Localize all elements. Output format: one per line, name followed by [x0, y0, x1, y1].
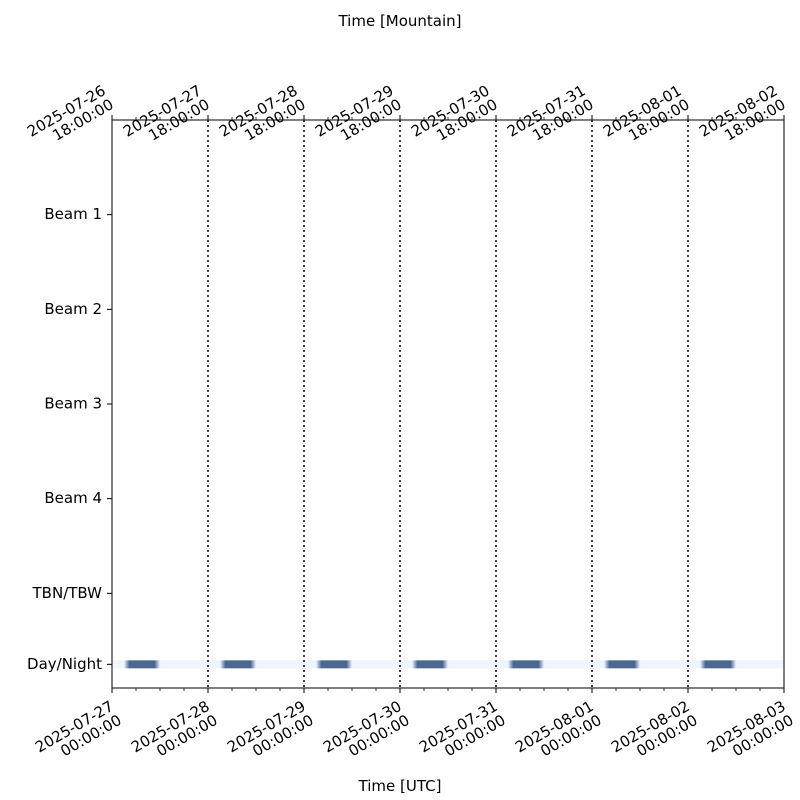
- y-tick-label: TBN/TBW: [32, 584, 103, 602]
- x-axis-label: Time [UTC]: [358, 777, 442, 795]
- y-tick-label: Beam 3: [44, 395, 102, 413]
- night-bar: [604, 660, 640, 669]
- night-bar: [124, 660, 160, 669]
- night-bar: [316, 660, 352, 669]
- night-bar: [700, 660, 736, 669]
- x2-axis-label: Time [Mountain]: [338, 12, 462, 30]
- y-tick-label: Beam 2: [44, 300, 102, 318]
- y-tick-label: Day/Night: [27, 655, 102, 673]
- plot-frame: [111, 119, 785, 689]
- y-tick-label: Beam 4: [44, 489, 102, 507]
- night-bar: [412, 660, 448, 669]
- y-tick-label: Beam 1: [44, 205, 102, 223]
- night-bar: [220, 660, 256, 669]
- night-bar: [508, 660, 544, 669]
